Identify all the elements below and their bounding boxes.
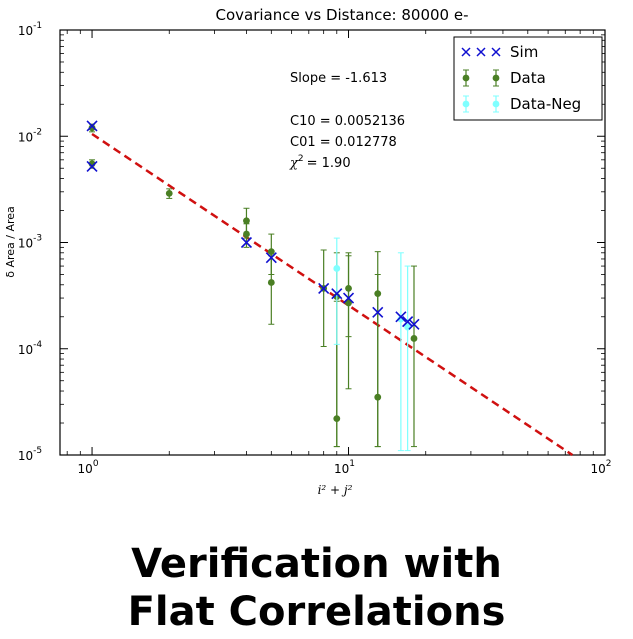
data-point (345, 299, 352, 307)
chi2-sup: 2 (298, 154, 304, 164)
legend-data-marker (462, 74, 470, 82)
sim-point (318, 282, 330, 294)
x-axis-label: i² + j² (318, 483, 353, 497)
sim-point (86, 120, 98, 132)
fit-line (91, 132, 574, 457)
data-point (88, 124, 96, 132)
data-point (243, 217, 250, 225)
legend-neg-label: Data-Neg (510, 95, 581, 113)
chart-title: Covariance vs Distance: 80000 e- (216, 6, 469, 24)
data-neg-point (333, 265, 341, 272)
y-tick-label: 10-2 (18, 127, 42, 144)
sim-point (265, 252, 277, 264)
y-tick-label: 10-5 (18, 446, 42, 463)
svg-text:δ Area / Area: δ Area / Area (4, 206, 17, 278)
legend-neg-marker (492, 100, 500, 108)
x-tick-label: 102 (590, 459, 611, 476)
sim-point (240, 236, 253, 249)
sim-point (372, 306, 384, 318)
data-point (410, 335, 418, 342)
legend-sim-marker (476, 47, 486, 57)
x-tick-label: 100 (78, 459, 99, 476)
slope-annotation: Slope = -1.613 (290, 71, 387, 86)
y-tick-label: 10-3 (18, 234, 42, 251)
y-axis-label: δ Area / Area (4, 206, 17, 278)
c01-annotation: C01 = 0.012778 (290, 135, 397, 150)
legend-data-label: Data (510, 69, 546, 87)
y-tick-label: 10-1 (18, 21, 42, 38)
data-point (374, 393, 382, 401)
c10-annotation: C10 = 0.0052136 (290, 114, 405, 129)
legend-neg-marks (462, 95, 500, 113)
legend-sim-marks (461, 47, 501, 57)
sim-point (331, 288, 343, 300)
chi2-symbol: χ (289, 156, 299, 171)
sim-point (408, 318, 420, 330)
data-point (267, 248, 275, 256)
caption-line-2: Flat Correlations (127, 589, 506, 635)
sim-point (342, 292, 355, 304)
sim-point (395, 311, 407, 323)
caption-line-1: Verification with (131, 541, 502, 587)
x-tick-label: 101 (334, 459, 355, 476)
sim-point (86, 160, 98, 172)
chi2-value: = 1.90 (307, 156, 351, 171)
legend-data-marks (462, 69, 500, 87)
legend-sim-marker (491, 47, 501, 57)
data-point (267, 279, 275, 286)
chart: Covariance vs Distance: 80000 e- δ Area … (4, 6, 612, 497)
data-point (333, 415, 341, 423)
legend-neg-marker (462, 100, 470, 108)
chi2-annotation: χ2 = 1.90 (289, 154, 351, 171)
data-point (165, 189, 173, 197)
legend-sim-label: Sim (510, 43, 538, 61)
y-tick-label: 10-4 (18, 340, 43, 357)
legend-data-marker (492, 74, 500, 82)
legend-sim-marker (461, 47, 471, 57)
data-point (243, 230, 250, 238)
legend-box (453, 36, 603, 121)
sim-point (402, 316, 414, 328)
legend: Sim Data Data-Neg (453, 36, 603, 121)
